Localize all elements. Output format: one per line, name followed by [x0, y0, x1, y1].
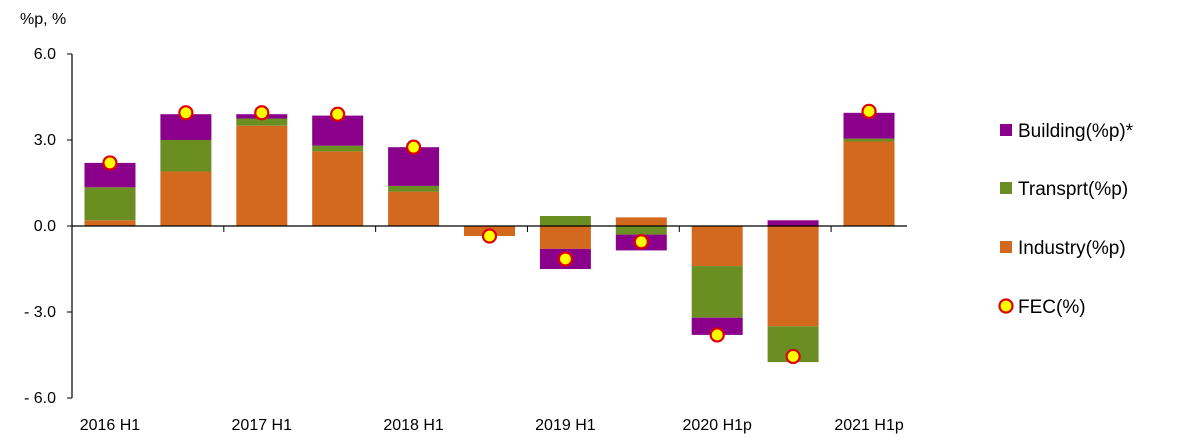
fec-marker-7 [633, 234, 649, 250]
y-axis-unit-label: %p, % [20, 11, 66, 28]
legend-label: Transprt(%p) [1018, 179, 1128, 200]
bar-segment-industry-6 [539, 226, 591, 249]
bar-segment-transport-1 [160, 140, 212, 172]
bar-segment-industry-7 [615, 217, 667, 226]
y-tick-label: 6.0 [34, 46, 56, 63]
y-tick-label: 0.0 [34, 218, 56, 235]
legend: Building(%p)* Transprt(%p) Industry(%p) FEC… [998, 121, 1134, 318]
bar-segment-industry-0 [84, 220, 136, 226]
fec-markers [102, 103, 877, 365]
bar-segment-industry-8 [691, 226, 743, 267]
x-category-label: 2020 H1p [683, 417, 752, 434]
legend-swatch [1000, 241, 1012, 253]
x-category-label: 2017 H1 [232, 417, 293, 434]
y-tick-label: - 6.0 [24, 390, 56, 407]
legend-swatch [1000, 182, 1012, 194]
bar-segment-transport-2 [236, 118, 288, 126]
fec-marker-5 [481, 228, 498, 244]
x-category-label: 2021 H1p [834, 417, 903, 434]
bars-layer [84, 112, 895, 363]
fec-marker-0 [102, 155, 118, 171]
bar-segment-transport-3 [312, 145, 364, 152]
fec-marker-1 [178, 105, 194, 121]
fec-marker-9 [785, 348, 801, 365]
bar-segment-industry-4 [388, 191, 440, 226]
fec-marker-4 [405, 139, 422, 155]
legend-label: FEC(%) [1018, 297, 1086, 318]
bar-segment-industry-3 [312, 151, 364, 226]
bar-segment-industry-10 [843, 141, 895, 226]
legend-label: Industry(%p) [1018, 238, 1126, 259]
fec-marker-2 [254, 105, 270, 121]
fec-marker-6 [557, 251, 574, 267]
bar-segment-industry-2 [236, 125, 288, 226]
bar-segment-transport-7 [615, 226, 667, 235]
legend-swatch [1000, 124, 1012, 136]
bar-segment-transport-10 [843, 138, 895, 142]
y-tick-label: 3.0 [34, 132, 56, 149]
bar-segment-building-8 [691, 317, 743, 335]
x-category-label: 2019 H1 [535, 417, 596, 434]
legend-label: Building(%p)* [1018, 121, 1134, 142]
bar-segment-industry-9 [767, 226, 819, 327]
bar-segment-transport-4 [388, 185, 440, 192]
bar-segment-building-9 [767, 220, 819, 226]
axes: 6.0 3.0 0.0 - 3.0 - 6.0 2016 H1 2017 H1 2018 H1… [24, 46, 907, 434]
bar-segment-transport-0 [84, 187, 136, 221]
fec-marker-8 [709, 327, 725, 343]
legend-swatch-fec [998, 298, 1014, 314]
fec-marker-3 [330, 106, 346, 122]
bar-segment-transport-6 [539, 216, 591, 226]
bar-segment-industry-1 [160, 171, 212, 226]
x-category-label: 2016 H1 [80, 417, 141, 434]
fec-marker-10 [861, 103, 877, 119]
y-tick-label: - 3.0 [24, 304, 56, 321]
x-category-label: 2018 H1 [383, 417, 444, 434]
bar-segment-transport-8 [691, 266, 743, 318]
